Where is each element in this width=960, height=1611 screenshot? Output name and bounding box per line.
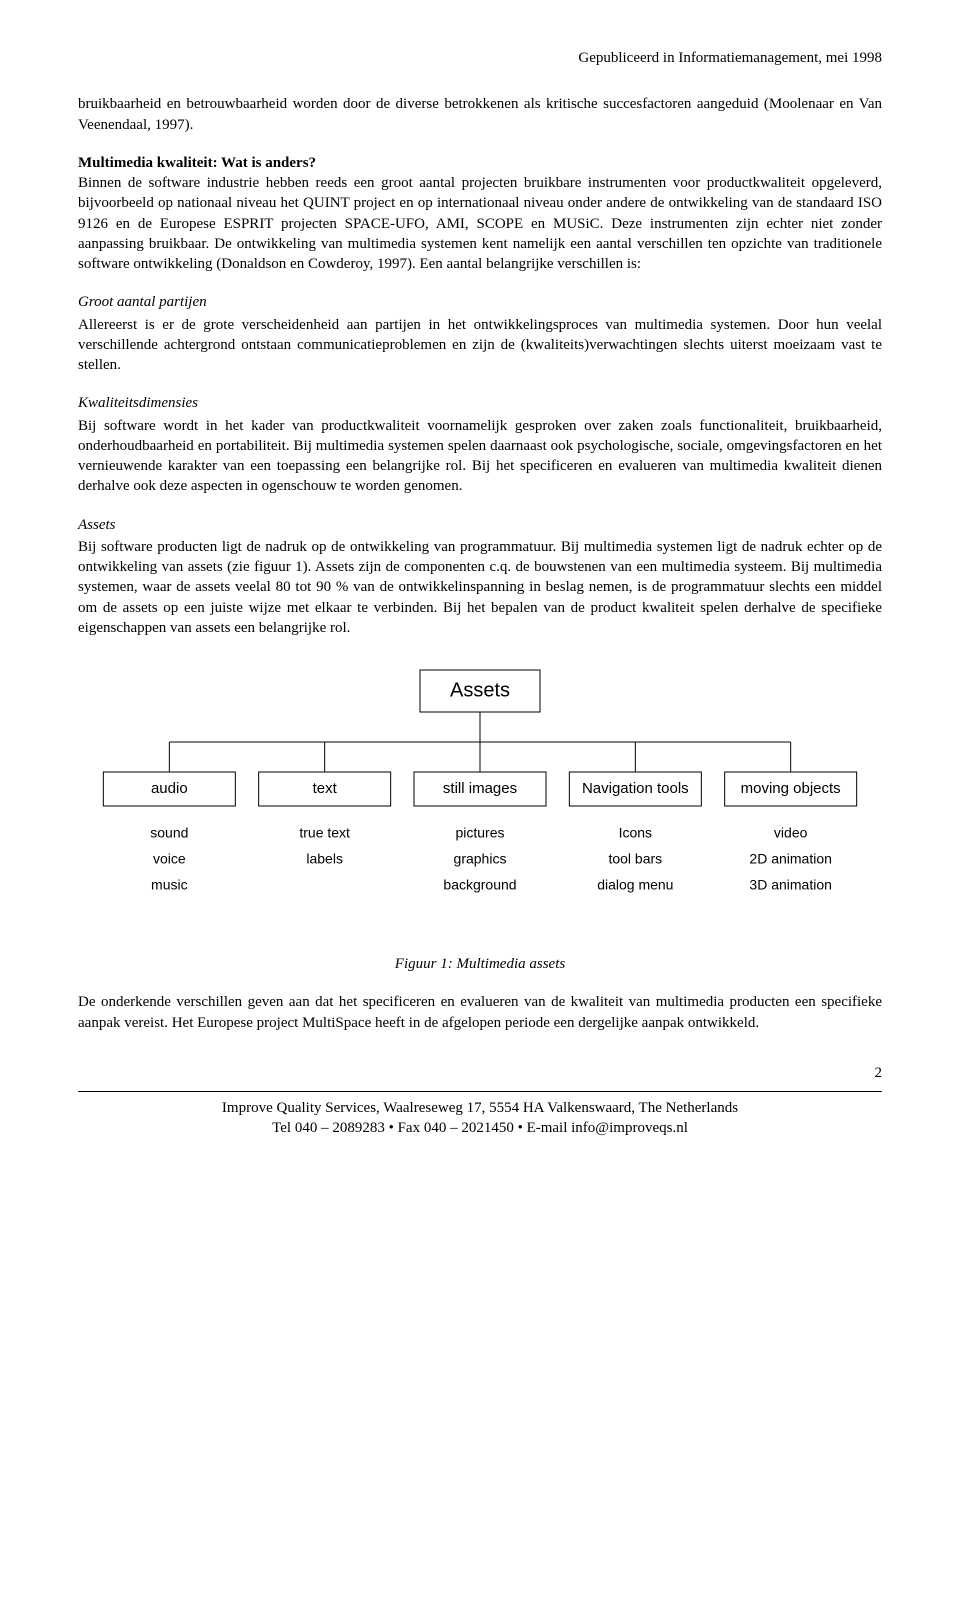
svg-text:tool bars: tool bars (608, 851, 662, 867)
svg-text:pictures: pictures (455, 825, 504, 841)
svg-text:3D animation: 3D animation (749, 877, 832, 893)
footer-contact: Tel 040 – 2089283 • Fax 040 – 2021450 • … (78, 1118, 882, 1138)
figure-caption: Figuur 1: Multimedia assets (78, 954, 882, 974)
svg-text:voice: voice (153, 851, 186, 867)
body-paragraph-2: Allereerst is er de grote verscheidenhei… (78, 315, 882, 376)
svg-text:Navigation tools: Navigation tools (582, 780, 689, 797)
footer-address: Improve Quality Services, Waalreseweg 17… (78, 1098, 882, 1118)
subheading-kwaliteitsdimensies: Kwaliteitsdimensies (78, 393, 882, 413)
closing-paragraph: De onderkende verschillen geven aan dat … (78, 992, 882, 1033)
svg-text:labels: labels (306, 851, 343, 867)
svg-text:still images: still images (443, 780, 517, 797)
svg-text:music: music (151, 877, 188, 893)
subheading-groot-aantal-partijen: Groot aantal partijen (78, 292, 882, 312)
page-number: 2 (78, 1063, 882, 1083)
svg-text:Assets: Assets (450, 679, 510, 701)
svg-text:Icons: Icons (619, 825, 652, 841)
subheading-assets: Assets (78, 515, 882, 535)
assets-diagram: Assets audio text still images Navigation to… (78, 662, 882, 942)
svg-text:video: video (774, 825, 808, 841)
body-paragraph-3: Bij software wordt in het kader van prod… (78, 416, 882, 497)
svg-text:true text: true text (299, 825, 350, 841)
svg-text:dialog menu: dialog menu (597, 877, 673, 893)
section-heading: Multimedia kwaliteit: Wat is anders? (78, 153, 882, 173)
intro-paragraph: bruikbaarheid en betrouwbaarheid worden … (78, 94, 882, 135)
publication-header: Gepubliceerd in Informatiemanagement, me… (78, 48, 882, 68)
assets-tree-svg: Assets audio text still images Navigation to… (80, 662, 880, 942)
svg-text:text: text (313, 780, 338, 797)
svg-text:sound: sound (150, 825, 188, 841)
page-footer: Improve Quality Services, Waalreseweg 17… (78, 1091, 882, 1139)
svg-text:background: background (443, 877, 516, 893)
body-paragraph-1: Binnen de software industrie hebben reed… (78, 173, 882, 274)
svg-text:2D animation: 2D animation (749, 851, 832, 867)
svg-text:graphics: graphics (454, 851, 507, 867)
body-paragraph-4: Bij software producten ligt de nadruk op… (78, 537, 882, 638)
svg-text:audio: audio (151, 780, 188, 797)
svg-text:moving objects: moving objects (741, 780, 841, 797)
